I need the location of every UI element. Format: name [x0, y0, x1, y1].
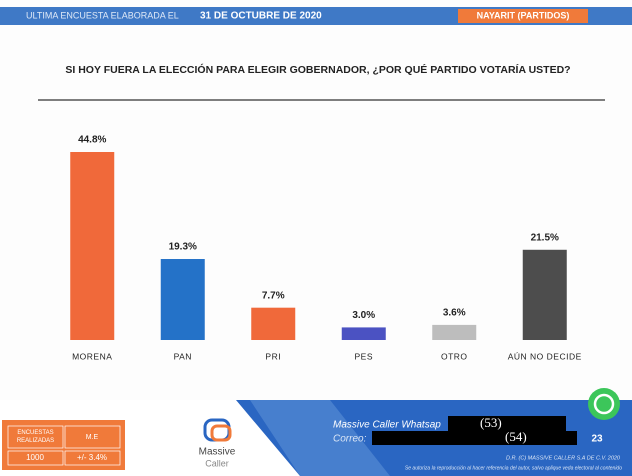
- value-label: 3.6%: [443, 308, 466, 319]
- stats-value: 1000: [26, 453, 44, 462]
- header-intro: ULTIMA ENCUESTA ELABORADA EL: [26, 10, 179, 20]
- contact-line: Correo:: [333, 434, 367, 445]
- stats-cell: [64, 425, 121, 449]
- whatsapp-icon: [593, 393, 615, 415]
- contact-line: Massive Caller Whatsap: [333, 420, 441, 431]
- stats-cell: [64, 450, 121, 466]
- redaction: [372, 431, 577, 445]
- value-label: 3.0%: [352, 310, 375, 321]
- plot: MORENA 44.8% PAN 19.3% PRI 7.7% PES 3.0% OTRO 3.6…: [70, 135, 582, 361]
- bar: [160, 259, 205, 340]
- stats-label: M.E: [86, 434, 99, 441]
- header-date: 31 DE OCTUBRE DE 2020: [200, 11, 322, 22]
- x-tick-label: AÚN NO DECIDE: [508, 351, 582, 361]
- stats-value: +/- 3.4%: [77, 453, 107, 462]
- value-label: 44.8%: [78, 135, 106, 146]
- bar: [341, 327, 386, 340]
- x-tick-label: OTRO: [441, 351, 468, 361]
- bar: [522, 249, 567, 340]
- chart-title: SI HOY FUERA LA ELECCIÓN PARA ELEGIR GOB…: [65, 63, 570, 76]
- whatsapp-icon: [588, 388, 620, 420]
- logo-text: Massive: [199, 447, 236, 458]
- page-number: 23: [591, 434, 603, 445]
- footer-accent: [250, 400, 390, 476]
- region-box: [458, 9, 588, 23]
- stats-cell: [7, 450, 64, 466]
- x-tick-label: PRI: [265, 351, 281, 361]
- redaction-label: (53): [480, 415, 502, 430]
- stats-box: [2, 420, 125, 470]
- redaction: [448, 416, 566, 432]
- logo-text: Caller: [205, 458, 229, 468]
- stats-label: ENCUESTAS REALIZADAS: [17, 430, 54, 444]
- value-label: 7.7%: [262, 290, 285, 301]
- value-label: 19.3%: [169, 242, 197, 253]
- redaction-label: (54): [505, 429, 527, 444]
- value-label: 21.5%: [531, 232, 559, 243]
- bar: [432, 324, 477, 340]
- x-tick-label: MORENA: [72, 351, 112, 361]
- copyright: D.R. (C) MASSIVE CALLER S.A DE C.V. 2020: [506, 455, 621, 461]
- bar: [251, 307, 296, 340]
- logo-icon: [210, 424, 232, 442]
- stats-cell: [7, 425, 64, 449]
- bar: [70, 152, 115, 340]
- notice: Se autoriza la reproducción al hacer ref…: [405, 465, 622, 471]
- header-region: NAYARIT (PARTIDOS): [477, 10, 570, 20]
- x-tick-label: PAN: [174, 351, 192, 361]
- x-tick-label: PES: [354, 351, 373, 361]
